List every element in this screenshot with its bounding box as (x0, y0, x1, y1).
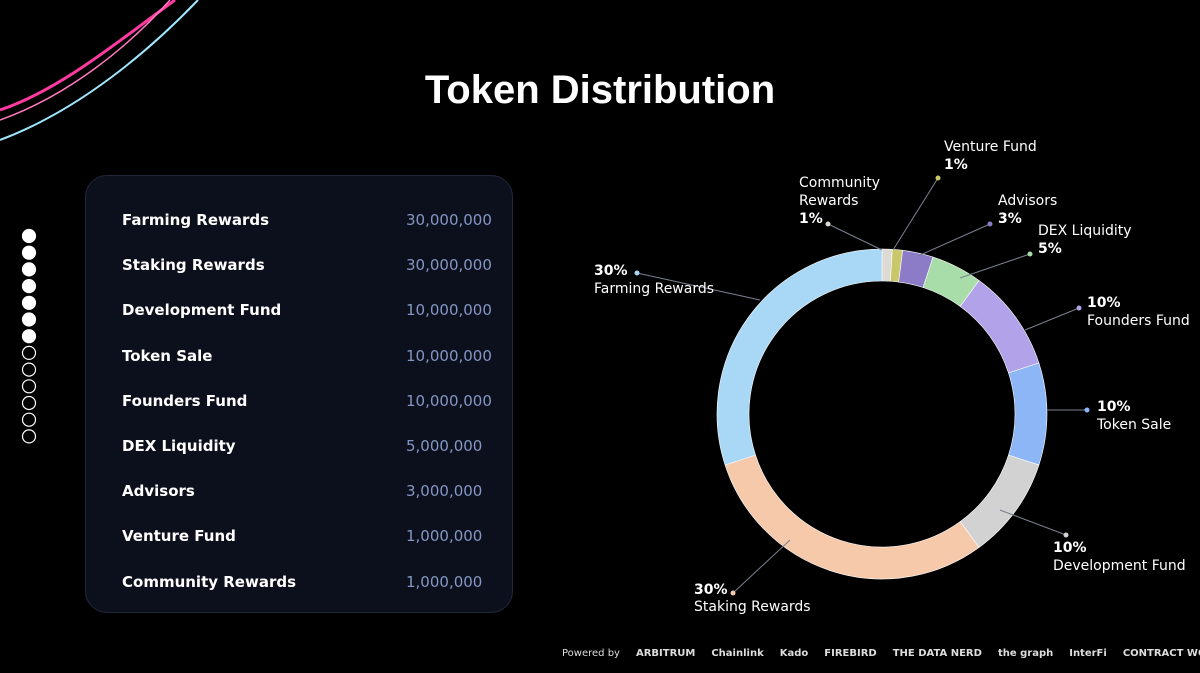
leader-line (1024, 307, 1080, 331)
decor-line (0, 0, 199, 141)
leader-dot (730, 590, 736, 596)
segment-name: Farming Rewards (594, 281, 715, 297)
row-name: Development Fund (122, 301, 282, 320)
segment-name: Staking Rewards (694, 599, 811, 615)
leader-line (827, 223, 883, 251)
page-dot (21, 345, 37, 360)
partner-logo: Kado (779, 648, 809, 659)
partner-logo: THE DATA NERD (892, 648, 982, 659)
leader-line (732, 539, 791, 594)
donut (634, 175, 1090, 596)
segment-percent: 30% (694, 582, 728, 598)
page-dot (21, 312, 37, 327)
leader-dot (634, 270, 640, 276)
row-name: DEX Liquidity (122, 437, 236, 455)
page-dot (21, 228, 37, 244)
leader-dot (1076, 305, 1082, 311)
page-dot (21, 412, 37, 427)
row-name: Farming Rewards (122, 211, 270, 229)
partner-logo: Chainlink (711, 648, 764, 659)
segment-percent: 1% (799, 211, 823, 227)
partner-logo: CONTRACT WOLF (1122, 648, 1200, 659)
row-amount: 1,000,000 (406, 572, 483, 591)
row-name: Community Rewards (122, 572, 297, 591)
row-amount: 10,000,000 (406, 346, 492, 365)
segment-percent: 10% (1087, 295, 1121, 311)
leader-dot (825, 221, 831, 227)
leader-dot (935, 175, 941, 181)
row-name: Token Sale (122, 346, 213, 365)
segment-name: Founders Fund (1087, 313, 1190, 329)
segment-name: Advisors (998, 193, 1058, 209)
decor-line (0, 0, 176, 112)
leader-dot (1063, 532, 1069, 538)
row-amount: 10,000,000 (406, 391, 492, 410)
leader-dot (1027, 251, 1033, 257)
segment-percent: 10% (1097, 399, 1131, 415)
row-name: Venture Fund (122, 527, 236, 546)
segment-name: Community Rewards (799, 175, 881, 209)
partner-logo: FIREBIRD (824, 648, 877, 659)
row-amount: 3,000,000 (406, 482, 483, 501)
leader-line (999, 509, 1067, 536)
page-dot (21, 262, 37, 277)
donut-segment (1008, 362, 1048, 466)
row-amount: 10,000,000 (406, 301, 492, 320)
leader-line (636, 272, 761, 301)
title: Token Distribution (424, 68, 776, 112)
leader-dot (1084, 407, 1090, 413)
donut-segment (724, 454, 980, 580)
row-amount: 5,000,000 (406, 437, 483, 455)
leader-dot (987, 221, 993, 227)
page-dot (21, 379, 37, 394)
page-dot (21, 395, 37, 411)
segment-percent: 1% (944, 157, 968, 173)
leader-line (959, 253, 1031, 279)
partner-logo: ARBITRUM (635, 648, 696, 659)
segment-percent: 10% (1053, 540, 1087, 556)
segment-name: Development Fund (1053, 558, 1186, 574)
row-amount: 30,000,000 (406, 211, 492, 229)
segment-name: DEX Liquidity (1038, 223, 1132, 239)
donut-segment (959, 280, 1040, 374)
donut-segment (959, 454, 1040, 548)
table-panel (85, 175, 513, 613)
page-dot (21, 295, 37, 310)
row-name: Staking Rewards (122, 256, 265, 275)
segment-percent: 5% (1038, 241, 1062, 257)
page-dot (21, 429, 37, 444)
leader-line (892, 177, 939, 251)
segment-name: Venture Fund (944, 139, 1037, 155)
page-dot (21, 279, 37, 294)
row-name: Advisors (122, 482, 195, 501)
segment-percent: 3% (998, 211, 1022, 227)
segment-percent: 30% (594, 263, 628, 279)
powered-by: Powered by (562, 648, 620, 659)
row-amount: 30,000,000 (406, 256, 492, 275)
page-dots (21, 228, 37, 444)
partner-logo: the graph (997, 648, 1054, 659)
decor-line (0, 0, 171, 121)
partner-logo: InterFi (1069, 648, 1107, 659)
page-dot (21, 362, 37, 377)
page-dot (21, 329, 37, 344)
footer: Powered by ARBITRUM Chainlink Kado FIREBIRD T… (562, 648, 1200, 659)
row-amount: 1,000,000 (406, 527, 483, 546)
page-dot (21, 245, 37, 260)
row-name: Founders Fund (122, 391, 248, 410)
donut-segment (716, 248, 883, 466)
segment-name: Token Sale (1097, 417, 1172, 433)
leader-line (917, 223, 991, 257)
